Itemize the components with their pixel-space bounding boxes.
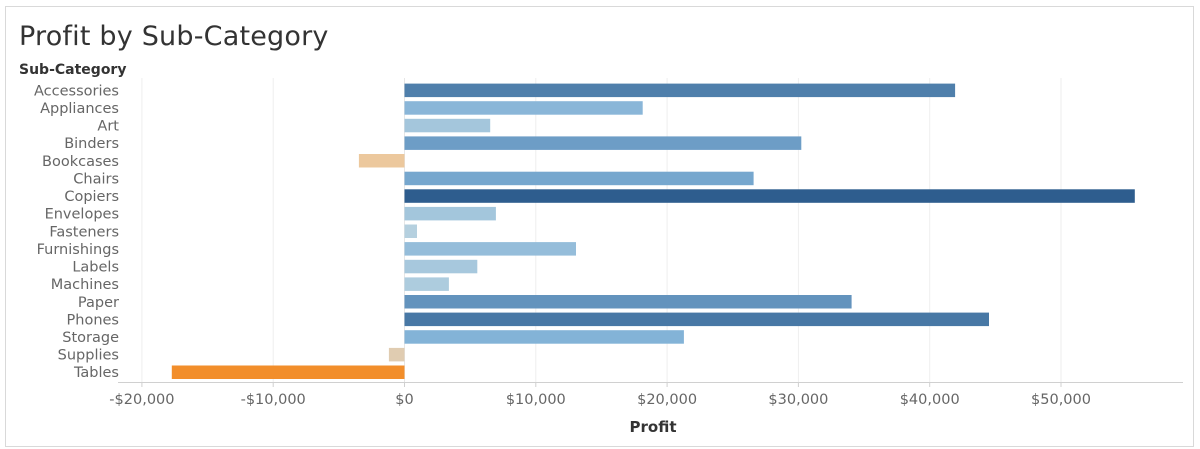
x-axis-title: Profit [630, 418, 677, 436]
bar-storage[interactable] [404, 330, 684, 344]
category-label: Furnishings [37, 242, 119, 258]
category-label: Machines [51, 277, 119, 293]
x-tick-label: $20,000 [637, 392, 697, 408]
x-tick-label: $30,000 [768, 392, 828, 408]
category-label: Accessories [34, 83, 119, 99]
category-label: Storage [62, 330, 119, 346]
bars [171, 83, 1135, 380]
bar-tables[interactable] [171, 365, 405, 380]
bar-phones[interactable] [404, 312, 990, 327]
category-label: Paper [78, 295, 119, 311]
bar-fasteners[interactable] [404, 224, 418, 239]
chart-title: Profit by Sub-Category [19, 21, 329, 52]
bar-appliances[interactable] [404, 101, 643, 115]
bar-bookcases[interactable] [358, 154, 405, 168]
bar-envelopes[interactable] [404, 206, 496, 221]
category-label: Labels [72, 260, 119, 276]
category-label: Copiers [64, 189, 119, 205]
category-label: Appliances [40, 101, 119, 117]
category-label: Tables [73, 365, 119, 381]
category-label: Art [97, 119, 119, 135]
x-tick-label: $40,000 [900, 392, 960, 408]
category-label: Envelopes [45, 207, 119, 223]
category-label: Binders [64, 136, 119, 152]
x-tick-label: -$20,000 [109, 392, 174, 408]
x-tick-label: $0 [395, 392, 413, 408]
category-label: Chairs [73, 171, 119, 187]
bar-labels[interactable] [404, 259, 478, 274]
x-axis-ticks: -$20,000 -$10,000 $0 $10,000 $20,000 $30,000 $… [109, 382, 1091, 408]
category-label: Bookcases [42, 154, 119, 170]
bar-binders[interactable] [404, 136, 802, 150]
category-label: Phones [67, 312, 119, 328]
bar-furnishings[interactable] [404, 242, 577, 256]
bar-copiers[interactable] [404, 189, 1135, 203]
bar-supplies[interactable] [388, 347, 405, 362]
category-label: Fasteners [49, 224, 119, 240]
bar-accessories[interactable] [404, 83, 956, 98]
x-tick-label: $50,000 [1031, 392, 1091, 408]
x-tick-label: $10,000 [506, 392, 566, 408]
bar-machines[interactable] [404, 277, 449, 291]
bar-art[interactable] [404, 118, 491, 133]
y-axis-title: Sub-Category [19, 62, 127, 78]
bar-paper[interactable] [404, 295, 852, 309]
bar-chairs[interactable] [404, 171, 754, 186]
category-label: Supplies [58, 348, 119, 364]
x-tick-label: -$10,000 [241, 392, 306, 408]
